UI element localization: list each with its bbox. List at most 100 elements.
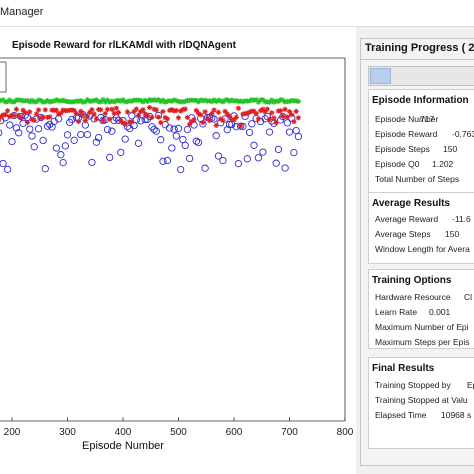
episode-q0-row: Episode Q0 1.202 xyxy=(375,159,454,169)
average-reward-point xyxy=(33,111,40,117)
average-reward-point xyxy=(89,107,95,113)
episode-q0-point xyxy=(147,97,153,103)
x-tick-label: 600 xyxy=(226,427,243,438)
average-reward-point xyxy=(129,119,135,125)
episode-q0-point xyxy=(42,99,48,105)
episode-q0-point xyxy=(226,98,233,104)
episode-q0-point xyxy=(115,97,122,104)
episode-reward-point xyxy=(192,137,200,145)
window-titlebar: Manager xyxy=(0,0,474,27)
average-reward-point xyxy=(140,107,146,113)
window-title: Manager xyxy=(0,6,44,18)
average-reward-point xyxy=(222,108,228,114)
progress-fill xyxy=(370,68,391,84)
average-reward-point xyxy=(135,112,142,118)
episode-reward-point xyxy=(163,156,172,165)
episode-reward-point xyxy=(183,125,192,134)
average-reward-point xyxy=(153,107,159,113)
average-reward-point xyxy=(280,113,286,119)
episode-q0-point xyxy=(71,99,77,105)
window-length-row: Window Length for Avera xyxy=(375,244,470,254)
x-tick-label: 400 xyxy=(115,427,132,438)
episode-q0-point xyxy=(160,97,166,103)
average-reward-point xyxy=(293,108,299,114)
episode-reward-point xyxy=(159,157,167,165)
average-reward-point xyxy=(187,121,193,127)
episode-number-row: Episode Number 717 xyxy=(375,114,439,124)
episode-q0-point xyxy=(238,98,244,104)
episode-q0-point xyxy=(29,97,35,103)
average-reward-point xyxy=(269,110,275,116)
average-reward-point xyxy=(58,110,64,116)
average-reward-point xyxy=(295,115,301,121)
episode-q0-point xyxy=(155,97,162,103)
episode-q0-point xyxy=(82,98,88,105)
episode-reward-point xyxy=(172,132,180,140)
episode-reward-point xyxy=(254,154,263,162)
average-reward-point xyxy=(255,116,262,122)
average-reward-point xyxy=(229,116,235,123)
average-reward-point xyxy=(42,107,48,113)
episode-reward-point xyxy=(290,148,298,157)
average-reward-point xyxy=(104,106,111,112)
average-reward-point xyxy=(73,111,79,117)
episode-reward-point xyxy=(168,144,176,152)
average-reward-point xyxy=(100,118,106,124)
episode-reward-row: Episode Reward -0.763 xyxy=(375,129,474,139)
average-reward-point xyxy=(107,116,113,122)
average-reward-point xyxy=(173,107,179,114)
average-reward-point xyxy=(144,113,151,119)
average-reward-point xyxy=(71,107,77,114)
average-reward-point xyxy=(102,110,108,117)
average-reward-point xyxy=(80,112,86,118)
average-reward-point xyxy=(289,112,295,118)
average-reward-point xyxy=(98,107,104,113)
episode-reward-point xyxy=(61,142,69,150)
episode-q0-point xyxy=(109,98,115,104)
average-reward-point xyxy=(251,108,257,114)
episode-q0-point xyxy=(149,97,155,104)
final-results-section: Final Results Training Stopped byEp Trai… xyxy=(368,357,474,449)
episode-q0-point xyxy=(169,98,175,104)
average-reward-point xyxy=(286,108,293,115)
episode-reward-point xyxy=(12,124,21,132)
episode-reward-point xyxy=(34,125,43,133)
average-reward-point xyxy=(262,109,268,115)
average-reward-point xyxy=(4,108,11,114)
episode-reward-point xyxy=(41,165,49,173)
average-reward-point xyxy=(29,116,35,122)
x-axis-label: Episode Number xyxy=(82,440,164,452)
average-steps-row: Average Steps 150 xyxy=(375,229,460,239)
x-tick-label: 700 xyxy=(281,427,298,438)
episode-q0-point xyxy=(167,98,173,104)
episode-q0-point xyxy=(224,97,230,103)
side-divider xyxy=(361,59,474,60)
average-reward-point xyxy=(164,116,170,122)
average-reward-point xyxy=(169,106,175,113)
average-reward-point xyxy=(200,119,206,126)
average-reward-point xyxy=(258,108,264,114)
episode-q0-point xyxy=(60,97,66,103)
episode-reward-point xyxy=(150,125,158,134)
average-reward-point xyxy=(260,106,266,112)
average-reward-point xyxy=(133,106,139,112)
average-reward-point xyxy=(184,114,190,121)
max-steps-row: Maximum Steps per Epis xyxy=(375,337,470,347)
average-reward-point xyxy=(242,111,248,117)
average-reward-point xyxy=(253,110,259,117)
average-reward-point xyxy=(138,108,144,115)
episode-reward-point xyxy=(59,158,67,167)
episode-reward-point xyxy=(108,127,116,135)
episode-q0-point xyxy=(120,97,126,103)
episode-reward-point xyxy=(170,125,178,133)
episode-reward-point xyxy=(185,154,194,163)
episode-reward-point xyxy=(106,153,114,162)
average-reward-point xyxy=(224,111,230,117)
episode-reward-point xyxy=(6,121,14,129)
episode-reward-point xyxy=(134,139,143,147)
average-reward-point xyxy=(18,115,24,121)
legend-box xyxy=(0,61,7,93)
episode-reward-point xyxy=(292,126,300,135)
episode-q0-point xyxy=(129,98,135,104)
episode-q0-point xyxy=(51,98,57,104)
